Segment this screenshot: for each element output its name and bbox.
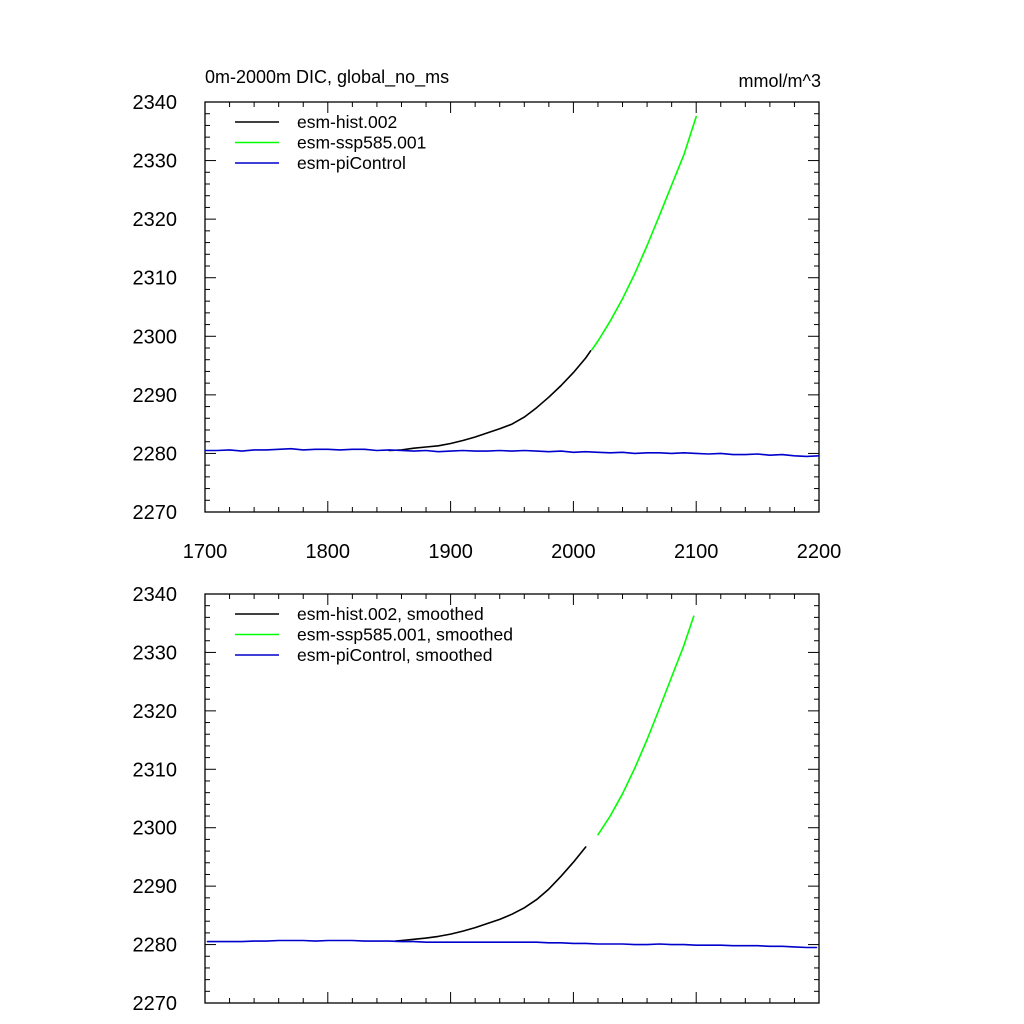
legend-entry: esm-hist.002, smoothed xyxy=(297,604,484,624)
chart-panel-1: 2270 2280 2290 2300 2310 2320 2330 2340 1700 1800… xyxy=(133,67,842,563)
y-tick-label: 2280 xyxy=(133,935,178,957)
y-tick-label: 2300 xyxy=(133,818,178,840)
legend-entry: esm-ssp585.001 xyxy=(297,133,426,153)
axis-ticks xyxy=(204,101,820,513)
y-tick-label: 2330 xyxy=(133,642,178,664)
y-tick-label: 2320 xyxy=(133,701,178,723)
legend-entry: esm-hist.002 xyxy=(297,112,397,132)
legend-entry: esm-piControl xyxy=(297,153,406,173)
x-tick-label: 2200 xyxy=(797,541,842,563)
y-tick-label: 2330 xyxy=(133,151,178,173)
series-line-2 xyxy=(597,615,695,836)
y-tick-label: 2280 xyxy=(133,443,178,465)
series-line-3 xyxy=(204,447,820,458)
x-tick-label: 2000 xyxy=(551,541,596,563)
y-tick-label: 2270 xyxy=(133,993,178,1015)
chart-title: 0m-2000m DIC, global_no_ms xyxy=(205,67,449,88)
y-tick-label: 2290 xyxy=(133,385,178,407)
legend-entry: esm-ssp585.001, smoothed xyxy=(297,625,513,645)
y-tick-label: 2310 xyxy=(133,268,178,290)
y-tick-label: 2310 xyxy=(133,759,178,781)
axis-ticks xyxy=(204,593,820,1004)
units-label: mmol/m^3 xyxy=(739,71,821,91)
series-line-1 xyxy=(388,350,592,452)
x-tick-label: 1900 xyxy=(428,541,473,563)
plot-frame xyxy=(204,101,820,513)
series-line-1 xyxy=(394,846,587,942)
y-tick-label: 2290 xyxy=(133,876,178,898)
x-tick-label: 1800 xyxy=(306,541,351,563)
legend-entry: esm-piControl, smoothed xyxy=(297,645,493,665)
x-tick-label: 1700 xyxy=(183,541,228,563)
chart-panel-2: 2270 2280 2290 2300 2310 2320 2330 2340 esm-hist… xyxy=(133,584,820,1015)
series-line-3 xyxy=(206,939,818,949)
plot-frame xyxy=(204,593,820,1004)
y-tick-label: 2340 xyxy=(133,92,178,114)
y-tick-label: 2320 xyxy=(133,209,178,231)
y-tick-label: 2340 xyxy=(133,584,178,606)
series-line-2 xyxy=(590,115,698,351)
x-tick-label: 2100 xyxy=(674,541,719,563)
y-tick-label: 2270 xyxy=(133,502,178,524)
y-tick-label: 2300 xyxy=(133,326,178,348)
